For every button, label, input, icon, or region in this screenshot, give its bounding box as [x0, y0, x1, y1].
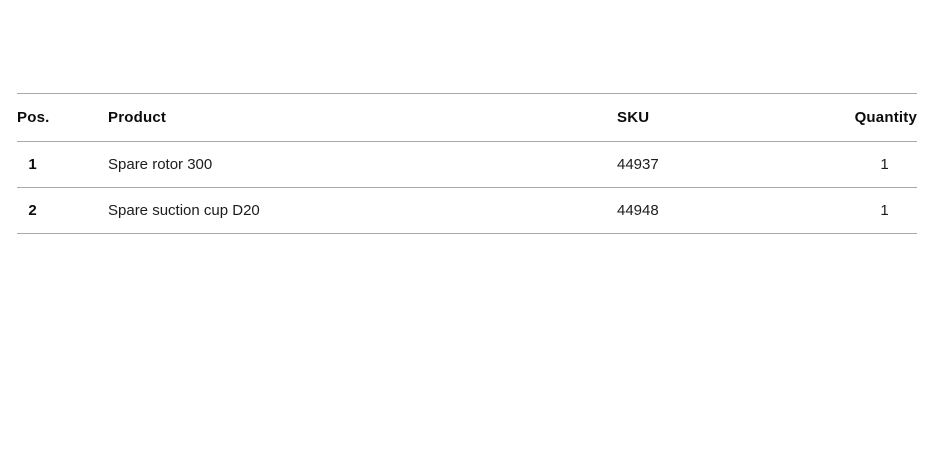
cell-pos: 2: [28, 202, 37, 219]
cell-quantity: 1: [880, 156, 889, 173]
cell-sku: 44948: [617, 202, 659, 219]
column-header-pos: Pos.: [17, 109, 50, 126]
cell-sku: 44937: [617, 156, 659, 173]
table-body: 1 Spare rotor 300 44937 1 2 Spare suctio…: [17, 142, 917, 234]
order-items-table: Pos. Product SKU Quantity 1 Spare rotor …: [17, 93, 917, 234]
column-header-quantity: Quantity: [854, 109, 917, 126]
table-row: 2 Spare suction cup D20 44948 1: [17, 188, 917, 234]
cell-product: Spare rotor 300: [108, 156, 213, 173]
column-header-sku: SKU: [617, 109, 650, 126]
cell-pos: 1: [28, 156, 37, 173]
order-items-section: Pos. Product SKU Quantity 1 Spare rotor …: [17, 93, 917, 234]
table-header-row: Pos. Product SKU Quantity: [17, 93, 917, 142]
column-header-product: Product: [108, 109, 167, 126]
cell-quantity: 1: [880, 202, 889, 219]
cell-product: Spare suction cup D20: [108, 202, 260, 219]
table-row: 1 Spare rotor 300 44937 1: [17, 142, 917, 188]
table-header: Pos. Product SKU Quantity: [17, 93, 917, 142]
